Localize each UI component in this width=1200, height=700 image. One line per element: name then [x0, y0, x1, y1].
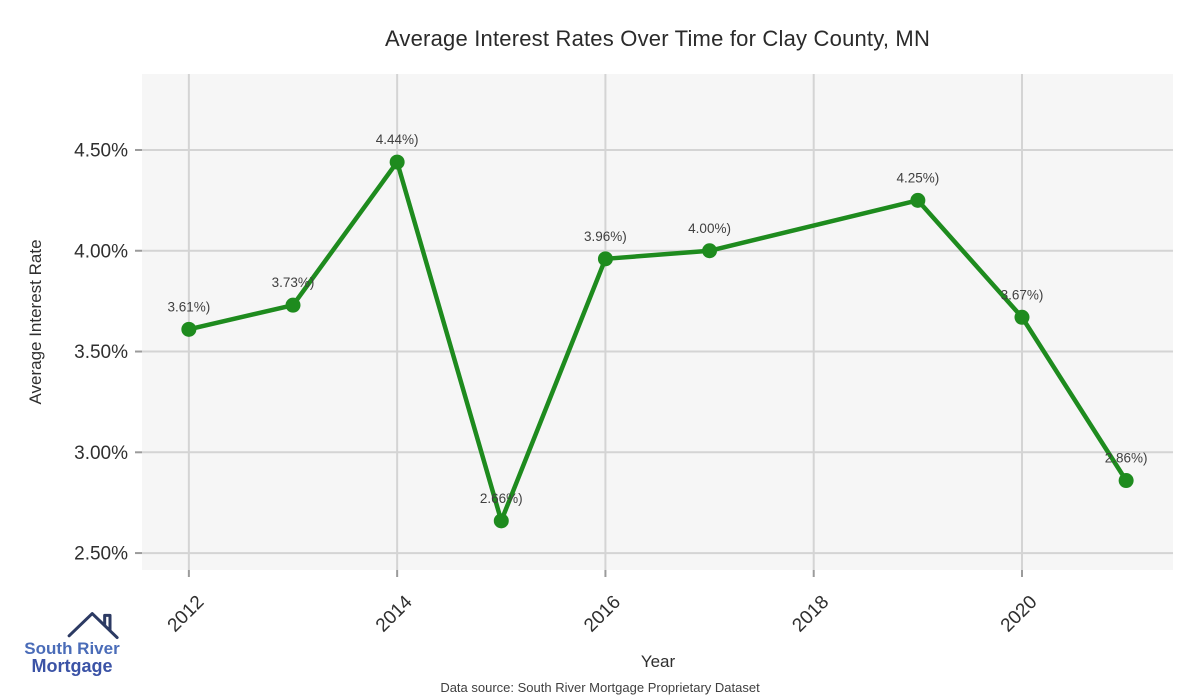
- y-tick-label: 3.00%: [74, 443, 128, 464]
- data-point-label: 3.67%): [1001, 287, 1044, 302]
- data-point-label: 4.00%): [688, 221, 731, 236]
- data-point[interactable]: [389, 154, 405, 170]
- y-tick-label: 2.50%: [74, 544, 128, 565]
- x-tick-label: 2012: [164, 592, 209, 637]
- data-point-label: 3.61%): [167, 299, 210, 314]
- data-point[interactable]: [493, 513, 509, 529]
- data-point-label: 4.25%): [896, 170, 939, 185]
- plot-panel: [142, 74, 1173, 570]
- x-axis-label: Year: [640, 652, 676, 671]
- data-point-label: 3.73%): [272, 275, 315, 290]
- logo-text-line1: South River: [24, 639, 120, 658]
- data-point[interactable]: [910, 192, 926, 208]
- data-point-label: 4.44%): [376, 132, 419, 147]
- data-source-caption: Data source: South River Mortgage Propri…: [440, 680, 760, 695]
- data-point-label: 3.96%): [584, 229, 627, 244]
- y-axis-label: Average Interest Rate: [26, 239, 45, 405]
- x-tick-label: 2014: [372, 591, 417, 636]
- data-point[interactable]: [702, 243, 718, 259]
- x-tick-label: 2016: [580, 592, 625, 637]
- y-tick-label: 4.50%: [74, 140, 128, 161]
- data-point[interactable]: [1014, 309, 1030, 325]
- south-river-mortgage-logo: South River Mortgage: [24, 610, 120, 675]
- data-point[interactable]: [285, 297, 301, 313]
- chart-title: Average Interest Rates Over Time for Cla…: [384, 26, 931, 51]
- y-tick-label: 3.50%: [74, 342, 128, 363]
- data-point-label: 2.66%): [480, 491, 523, 506]
- data-point[interactable]: [181, 321, 197, 337]
- y-tick-label: 4.00%: [74, 241, 128, 262]
- data-point[interactable]: [1118, 473, 1134, 489]
- x-tick-label: 2018: [789, 592, 834, 637]
- data-point-label: 2.86%): [1105, 451, 1148, 466]
- logo-text-line2: Mortgage: [31, 656, 113, 676]
- x-tick-label: 2020: [997, 592, 1042, 637]
- data-point[interactable]: [597, 251, 613, 267]
- house-roof-icon: [67, 612, 119, 640]
